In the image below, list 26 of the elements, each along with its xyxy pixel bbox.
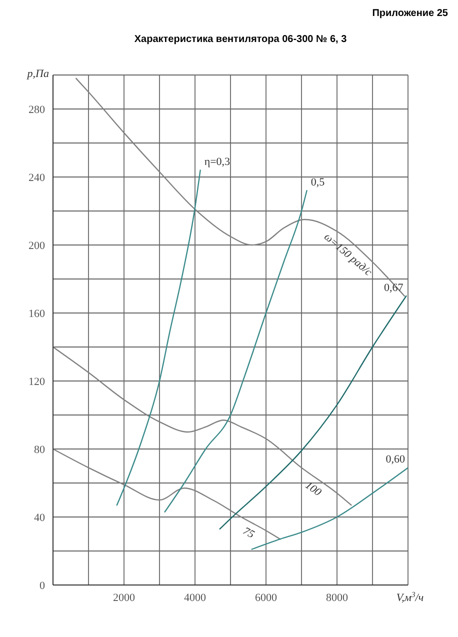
y-axis-title: p,Па: [26, 68, 50, 80]
text: 100: [302, 479, 324, 499]
y-tick-label: 40: [34, 512, 46, 524]
series-label: η=0,3: [204, 156, 231, 168]
y-tick-label: 0: [40, 580, 46, 592]
x-tick-label: 4000: [184, 592, 206, 604]
line-series: [75, 78, 406, 297]
chart-title: Характеристика вентилятора 06-300 № 6, 3: [133, 33, 348, 47]
x-axis-title: V,м$^{3}$/ч: [396, 590, 424, 604]
y-tick-label: 80: [34, 444, 46, 456]
y-tick-label: 120: [28, 376, 46, 388]
text: Приложение 25: [371, 8, 448, 21]
text: 75: [240, 525, 257, 542]
line-series: [53, 448, 281, 540]
y-tick-label: 240: [28, 172, 46, 184]
x-tick-label: 2000: [113, 592, 136, 604]
x-tick-label: 6000: [255, 592, 278, 604]
line-series: [116, 170, 201, 506]
x-tick-label: 8000: [326, 592, 348, 604]
y-tick-label: 280: [28, 104, 46, 116]
series-label: 0,60: [386, 454, 406, 466]
line-series: [53, 346, 352, 506]
y-tick-label: 200: [28, 240, 46, 252]
line-series: [219, 295, 407, 530]
series-label: 0,5: [310, 176, 326, 189]
y-tick-label: 160: [28, 308, 46, 320]
